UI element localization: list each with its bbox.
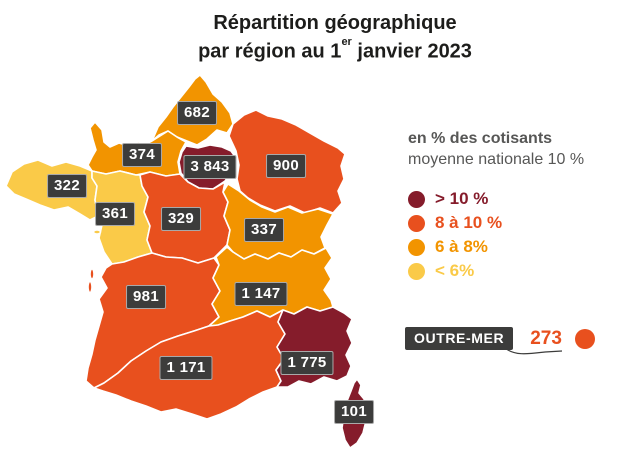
title-superscript: er [341,36,352,49]
legend-heading: en % des cotisants [408,130,553,147]
legend-label-gt10: > 10 % [435,189,489,208]
chart-title-line2: par région au 1er janvier 2023 [198,36,472,63]
region-bretagne [5,159,99,221]
legend-dot-gt10 [408,190,425,208]
chart-title: Répartition géographique par région au 1… [198,11,472,64]
legend-dot-6-8 [408,238,425,256]
outre-mer-row: OUTRE-MER 273 [405,327,595,350]
outre-mer-dot [574,328,595,349]
legend: en % des cotisants moyenne nationale 10 … [408,128,618,283]
region-corse [341,378,368,449]
island-noirmoutier [92,229,102,235]
legend-dot-lt6 [408,262,425,280]
island-oleron [87,280,93,294]
legend-item-gt10: > 10 % [408,187,618,211]
chart-title-line1: Répartition géographique [213,12,457,34]
legend-item-8-10: 8 à 10 % [408,211,618,235]
outre-mer-badge: OUTRE-MER [405,327,514,350]
island-re [89,268,95,280]
outre-mer-connector-line [504,347,563,355]
legend-dot-8-10 [408,214,425,232]
legend-items: > 10 % 8 à 10 % 6 à 8% < 6% [408,187,618,283]
legend-item-lt6: < 6% [408,259,618,283]
legend-item-6-8: 6 à 8% [408,235,618,259]
legend-label-6-8: 6 à 8% [435,237,488,256]
legend-label-8-10: 8 à 10 % [435,213,503,232]
outre-mer-value: 273 [530,327,562,349]
region-provence-alpes-cote-d-azur [275,306,353,388]
legend-subheading: moyenne nationale 10 % [408,151,585,168]
legend-label-lt6: < 6% [435,261,475,280]
